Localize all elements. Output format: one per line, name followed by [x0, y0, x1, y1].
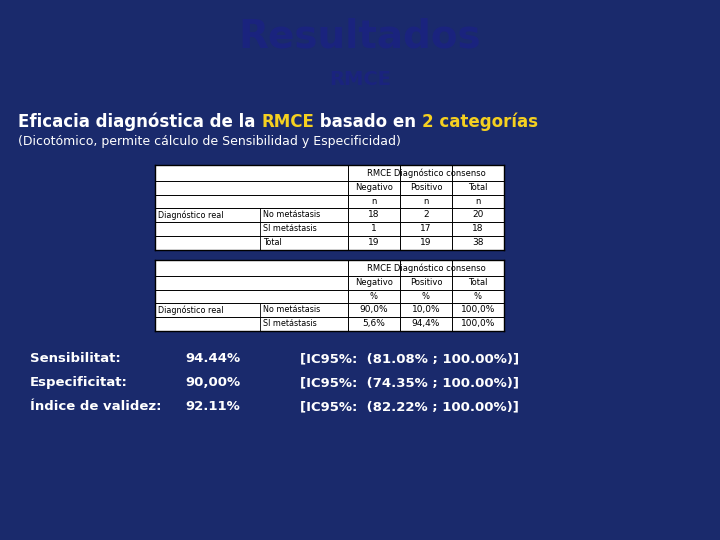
Text: [IC95%:  (82.22% ; 100.00%)]: [IC95%: (82.22% ; 100.00%)]: [300, 401, 519, 414]
Text: Positivo: Positivo: [410, 184, 442, 192]
Bar: [155, 165, 504, 250]
Text: 38: 38: [472, 239, 484, 247]
Text: Total: Total: [468, 279, 487, 287]
Text: RMCE Diagnóstico consenso: RMCE Diagnóstico consenso: [366, 263, 485, 273]
Text: 100,0%: 100,0%: [461, 306, 495, 314]
Text: 1: 1: [371, 225, 377, 233]
Text: 2: 2: [423, 211, 429, 219]
Text: SI metástasis: SI metástasis: [263, 225, 317, 233]
Text: Positivo: Positivo: [410, 279, 442, 287]
Text: 20: 20: [472, 211, 484, 219]
Text: 94,4%: 94,4%: [412, 320, 440, 328]
Text: Índice de validez:: Índice de validez:: [30, 401, 161, 414]
Text: Total: Total: [468, 184, 487, 192]
Text: Diagnóstico real: Diagnóstico real: [158, 305, 223, 315]
Text: RMCE: RMCE: [261, 113, 314, 131]
Text: 100,0%: 100,0%: [461, 320, 495, 328]
Text: 18: 18: [368, 211, 379, 219]
Text: Diagnóstico real: Diagnóstico real: [158, 210, 223, 220]
Text: 94.44%: 94.44%: [185, 353, 240, 366]
Text: RMCE Diagnóstico consenso: RMCE Diagnóstico consenso: [366, 168, 485, 178]
Text: 18: 18: [472, 225, 484, 233]
Text: Negativo: Negativo: [355, 184, 393, 192]
Text: %: %: [370, 292, 378, 301]
Text: 5,6%: 5,6%: [363, 320, 385, 328]
Text: No metástasis: No metástasis: [263, 306, 320, 314]
Text: Especificitat:: Especificitat:: [30, 376, 128, 389]
Text: n: n: [372, 197, 377, 206]
Text: Resultados: Resultados: [239, 18, 481, 56]
Text: No metástasis: No metástasis: [263, 211, 320, 219]
Text: 17: 17: [420, 225, 432, 233]
Text: 10,0%: 10,0%: [412, 306, 441, 314]
Bar: [155, 260, 504, 331]
Text: [IC95%:  (81.08% ; 100.00%)]: [IC95%: (81.08% ; 100.00%)]: [300, 353, 519, 366]
Text: 19: 19: [368, 239, 379, 247]
Text: 19: 19: [420, 239, 432, 247]
Text: SI metástasis: SI metástasis: [263, 320, 317, 328]
Text: 90,0%: 90,0%: [360, 306, 388, 314]
Text: Negativo: Negativo: [355, 279, 393, 287]
Text: 92.11%: 92.11%: [185, 401, 240, 414]
Text: 90,00%: 90,00%: [185, 376, 240, 389]
Text: basado en: basado en: [314, 113, 422, 131]
Text: n: n: [423, 197, 428, 206]
Text: Sensibilitat:: Sensibilitat:: [30, 353, 121, 366]
Text: Eficacia diagnóstica de la: Eficacia diagnóstica de la: [18, 113, 261, 131]
Text: RMCE: RMCE: [329, 70, 391, 90]
Text: 2 categorías: 2 categorías: [422, 113, 538, 131]
Text: Total: Total: [263, 239, 282, 247]
Text: (Dicotómico, permite cálculo de Sensibilidad y Especificidad): (Dicotómico, permite cálculo de Sensibil…: [18, 136, 401, 148]
Text: [IC95%:  (74.35% ; 100.00%)]: [IC95%: (74.35% ; 100.00%)]: [300, 376, 519, 389]
Text: %: %: [474, 292, 482, 301]
Text: n: n: [475, 197, 481, 206]
Text: %: %: [422, 292, 430, 301]
